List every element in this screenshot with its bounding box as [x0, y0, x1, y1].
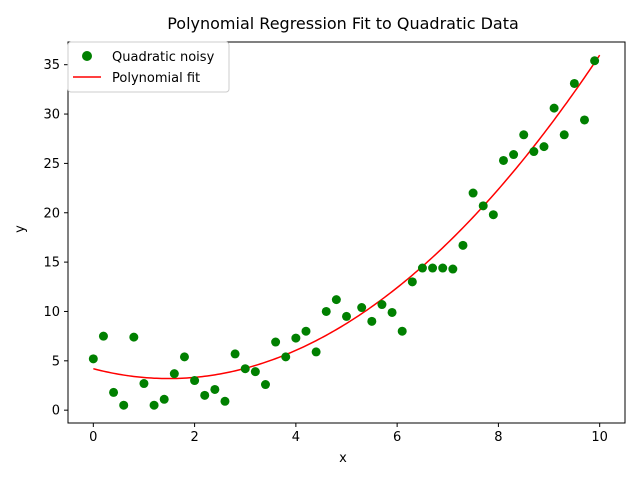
y-tick-label: 5 — [52, 354, 60, 369]
data-point — [250, 367, 260, 377]
data-point — [342, 311, 351, 321]
x-axis-label: x — [339, 451, 347, 466]
data-point — [260, 380, 270, 390]
axes-frame — [67, 41, 626, 424]
fit-layer — [93, 54, 601, 380]
data-point — [220, 396, 230, 406]
legend-label-line: Polynomial fit — [112, 71, 200, 86]
data-point — [271, 337, 281, 347]
data-point — [281, 352, 291, 362]
data-point — [468, 188, 478, 198]
data-point — [109, 387, 119, 397]
data-point — [98, 331, 108, 341]
data-point — [240, 364, 250, 374]
legend-marker-scatter — [82, 51, 92, 61]
data-point — [509, 150, 519, 160]
data-point — [458, 240, 468, 250]
data-point — [200, 390, 210, 400]
y-tick-label: 35 — [43, 58, 60, 73]
data-point — [438, 263, 448, 273]
points-layer — [88, 56, 600, 410]
data-point — [179, 352, 189, 362]
x-tick-label: 10 — [591, 430, 608, 445]
data-point — [519, 130, 529, 140]
data-point — [478, 201, 488, 211]
data-point — [569, 78, 579, 88]
y-tick-label: 10 — [43, 305, 60, 320]
axes-layer: 0 2 4 6 8 10 0 5 10 15 20 25 30 35 — [43, 41, 626, 445]
chart-title: Polynomial Regression Fit to Quadratic D… — [167, 14, 519, 33]
data-point — [417, 263, 427, 273]
x-tick-label: 4 — [292, 430, 300, 445]
y-tick-label: 25 — [43, 157, 60, 172]
data-point — [488, 210, 498, 220]
x-tick-label: 0 — [89, 430, 97, 445]
data-point — [321, 306, 331, 316]
y-axis-label: y — [13, 225, 28, 233]
data-point — [311, 347, 321, 357]
data-point — [291, 333, 301, 343]
data-point — [88, 354, 98, 364]
data-point — [129, 332, 139, 342]
data-point — [387, 307, 397, 317]
data-point — [397, 326, 407, 336]
data-point — [579, 115, 589, 125]
y-tick-label: 15 — [43, 256, 60, 271]
data-point — [301, 326, 311, 336]
data-point — [119, 400, 129, 410]
data-point — [590, 56, 600, 66]
data-point — [230, 349, 240, 359]
data-point — [549, 103, 559, 113]
x-tick-label: 6 — [393, 430, 401, 445]
legend: Quadratic noisy Polynomial fit — [67, 41, 230, 93]
fit-line — [93, 54, 601, 380]
data-point — [407, 277, 417, 287]
data-point — [169, 369, 179, 379]
y-tick-label: 20 — [43, 206, 60, 221]
data-point — [139, 379, 149, 389]
data-point — [159, 394, 169, 404]
y-tick-label: 30 — [43, 108, 60, 123]
x-tick-label: 8 — [494, 430, 502, 445]
data-point — [190, 376, 200, 386]
y-tick-label: 0 — [52, 404, 60, 419]
data-point — [498, 155, 508, 165]
data-point — [149, 400, 159, 410]
data-point — [210, 384, 220, 394]
data-point — [357, 303, 367, 313]
data-point — [367, 316, 377, 326]
x-tick-label: 2 — [190, 430, 198, 445]
legend-frame — [67, 41, 230, 93]
data-point — [331, 295, 341, 305]
data-point — [539, 142, 549, 152]
data-point — [529, 147, 539, 157]
data-point — [428, 263, 438, 273]
data-point — [559, 130, 569, 140]
data-point — [448, 264, 458, 274]
legend-label-scatter: Quadratic noisy — [112, 50, 215, 65]
data-point — [377, 300, 387, 310]
